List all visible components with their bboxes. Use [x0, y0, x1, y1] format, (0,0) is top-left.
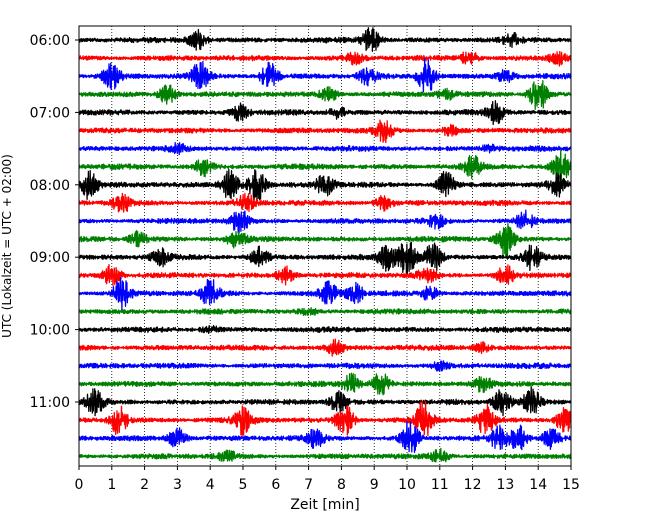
- x-tick-label: 8: [337, 477, 346, 493]
- trace-0630: [78, 58, 572, 93]
- trace-0800: [78, 168, 572, 204]
- trace-1000: [78, 324, 572, 335]
- y-axis-label: UTC (Lokalzeit = UTC + 02:00): [0, 154, 14, 338]
- trace-1015: [78, 338, 572, 357]
- x-tick-label: 11: [431, 477, 449, 493]
- x-tick-label: 7: [304, 477, 313, 493]
- trace-1145: [78, 447, 572, 463]
- trace-0915: [78, 264, 572, 287]
- trace-0930: [78, 277, 572, 310]
- trace-0945: [78, 307, 572, 316]
- trace-0845: [78, 222, 572, 257]
- y-axis-ticks: 06:00 07:00 08:00 09:00 10:00 11:00: [30, 33, 79, 411]
- x-tick-label: 9: [370, 477, 379, 493]
- trace-0830: [78, 209, 572, 234]
- trace-0700: [78, 100, 572, 125]
- trace-group: [78, 27, 572, 463]
- x-tick-label: 2: [140, 477, 149, 493]
- y-tick-label: 11:00: [30, 395, 70, 411]
- y-tick-label: 08:00: [30, 178, 70, 194]
- trace-1115: [78, 400, 572, 437]
- x-tick-label: 4: [206, 477, 215, 493]
- x-tick-label: 6: [271, 477, 280, 493]
- trace-0815: [78, 192, 572, 213]
- x-tick-label: 3: [173, 477, 182, 493]
- x-tick-label: 10: [398, 477, 416, 493]
- x-tick-label: 12: [464, 477, 482, 493]
- trace-1030: [78, 360, 572, 372]
- x-axis-label: Zeit [min]: [290, 497, 359, 513]
- y-tick-label: 06:00: [30, 33, 70, 49]
- trace-0730: [78, 142, 572, 156]
- trace-0600: [78, 27, 572, 52]
- x-tick-label: 1: [107, 477, 116, 493]
- trace-1100: [78, 386, 572, 417]
- x-tick-label: 14: [529, 477, 547, 493]
- trace-0715: [78, 119, 572, 144]
- x-tick-label: 13: [496, 477, 514, 493]
- x-tick-label: 15: [562, 477, 580, 493]
- trace-0645: [78, 80, 572, 110]
- trace-0745: [78, 149, 572, 184]
- x-tick-label: 0: [75, 477, 84, 493]
- trace-1130: [78, 421, 572, 454]
- x-axis-ticks: 0 1 2 3 4 5 6 7 8 9 10 11 12 13 14 15: [75, 466, 580, 493]
- trace-0900: [78, 241, 572, 276]
- plot-frame: [78, 25, 572, 467]
- y-tick-label: 07:00: [30, 105, 70, 121]
- y-tick-label: 09:00: [30, 250, 70, 266]
- y-tick-label: 10:00: [30, 323, 70, 339]
- trace-1045: [78, 372, 572, 396]
- vertical-grid: [111, 26, 539, 466]
- trace-0615: [78, 50, 572, 67]
- x-tick-label: 5: [239, 477, 248, 493]
